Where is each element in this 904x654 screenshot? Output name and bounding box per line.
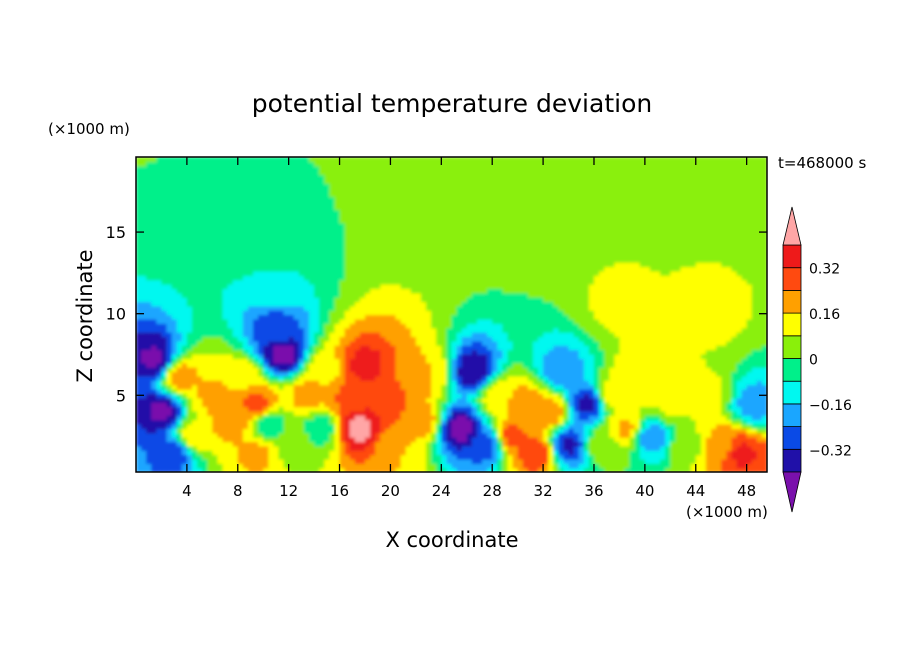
x-tick-label: 20 xyxy=(381,482,400,500)
colorbar-segment xyxy=(782,312,802,337)
x-tick-label: 16 xyxy=(330,482,349,500)
z-tick-label: 5 xyxy=(116,386,126,405)
colorbar-tick-label: 0.32 xyxy=(809,262,840,278)
x-tick-label: 48 xyxy=(737,482,756,500)
colorbar-tick-label: 0.16 xyxy=(809,307,840,323)
x-tick-label: 44 xyxy=(686,482,705,500)
colorbar-segment xyxy=(782,358,802,382)
z-tick-label: 15 xyxy=(106,223,126,242)
x-tick-label: 8 xyxy=(233,482,243,500)
colorbar-segment xyxy=(782,289,802,314)
x-tick-label: 12 xyxy=(279,482,298,500)
z-tick-label: 10 xyxy=(106,305,126,324)
contour-field xyxy=(136,157,767,472)
colorbar-segment xyxy=(782,403,802,427)
x-tick-label: 36 xyxy=(584,482,603,500)
z-axis-label: Z coordinate xyxy=(73,249,97,382)
chart-title: potential temperature deviation xyxy=(252,89,652,118)
colorbar-segment xyxy=(782,267,802,291)
colorbar-segment xyxy=(782,426,802,450)
x-tick-label: 4 xyxy=(182,482,192,500)
x-tick-label: 32 xyxy=(534,482,553,500)
time-label: t=468000 s xyxy=(778,154,866,172)
colorbar-tick-label: −0.32 xyxy=(809,443,852,459)
colorbar-segment xyxy=(782,335,802,359)
colorbar-segment xyxy=(782,380,802,405)
colorbar-bottom-arrow xyxy=(782,471,802,513)
colorbar-segment xyxy=(782,448,802,473)
x-axis: 4 8 12 16 20 24 28 32 36 40 44 48 xyxy=(182,157,756,500)
colorbar-top-arrow xyxy=(782,206,802,246)
x-unit-label: (×1000 m) xyxy=(686,503,768,521)
z-unit-label: (×1000 m) xyxy=(48,120,130,138)
colorbar-segment xyxy=(782,244,802,269)
x-tick-label: 28 xyxy=(483,482,502,500)
colorbar: 0.32 0.16 0 −0.16 −0.32 xyxy=(782,206,852,513)
colorbar-tick-label: −0.16 xyxy=(809,398,852,414)
colorbar-tick-label: 0 xyxy=(809,353,818,369)
x-tick-label: 24 xyxy=(432,482,451,500)
plot-frame xyxy=(135,156,768,473)
x-tick-label: 40 xyxy=(635,482,654,500)
x-axis-label: X coordinate xyxy=(385,528,518,552)
z-axis: 5 10 15 xyxy=(106,223,767,405)
